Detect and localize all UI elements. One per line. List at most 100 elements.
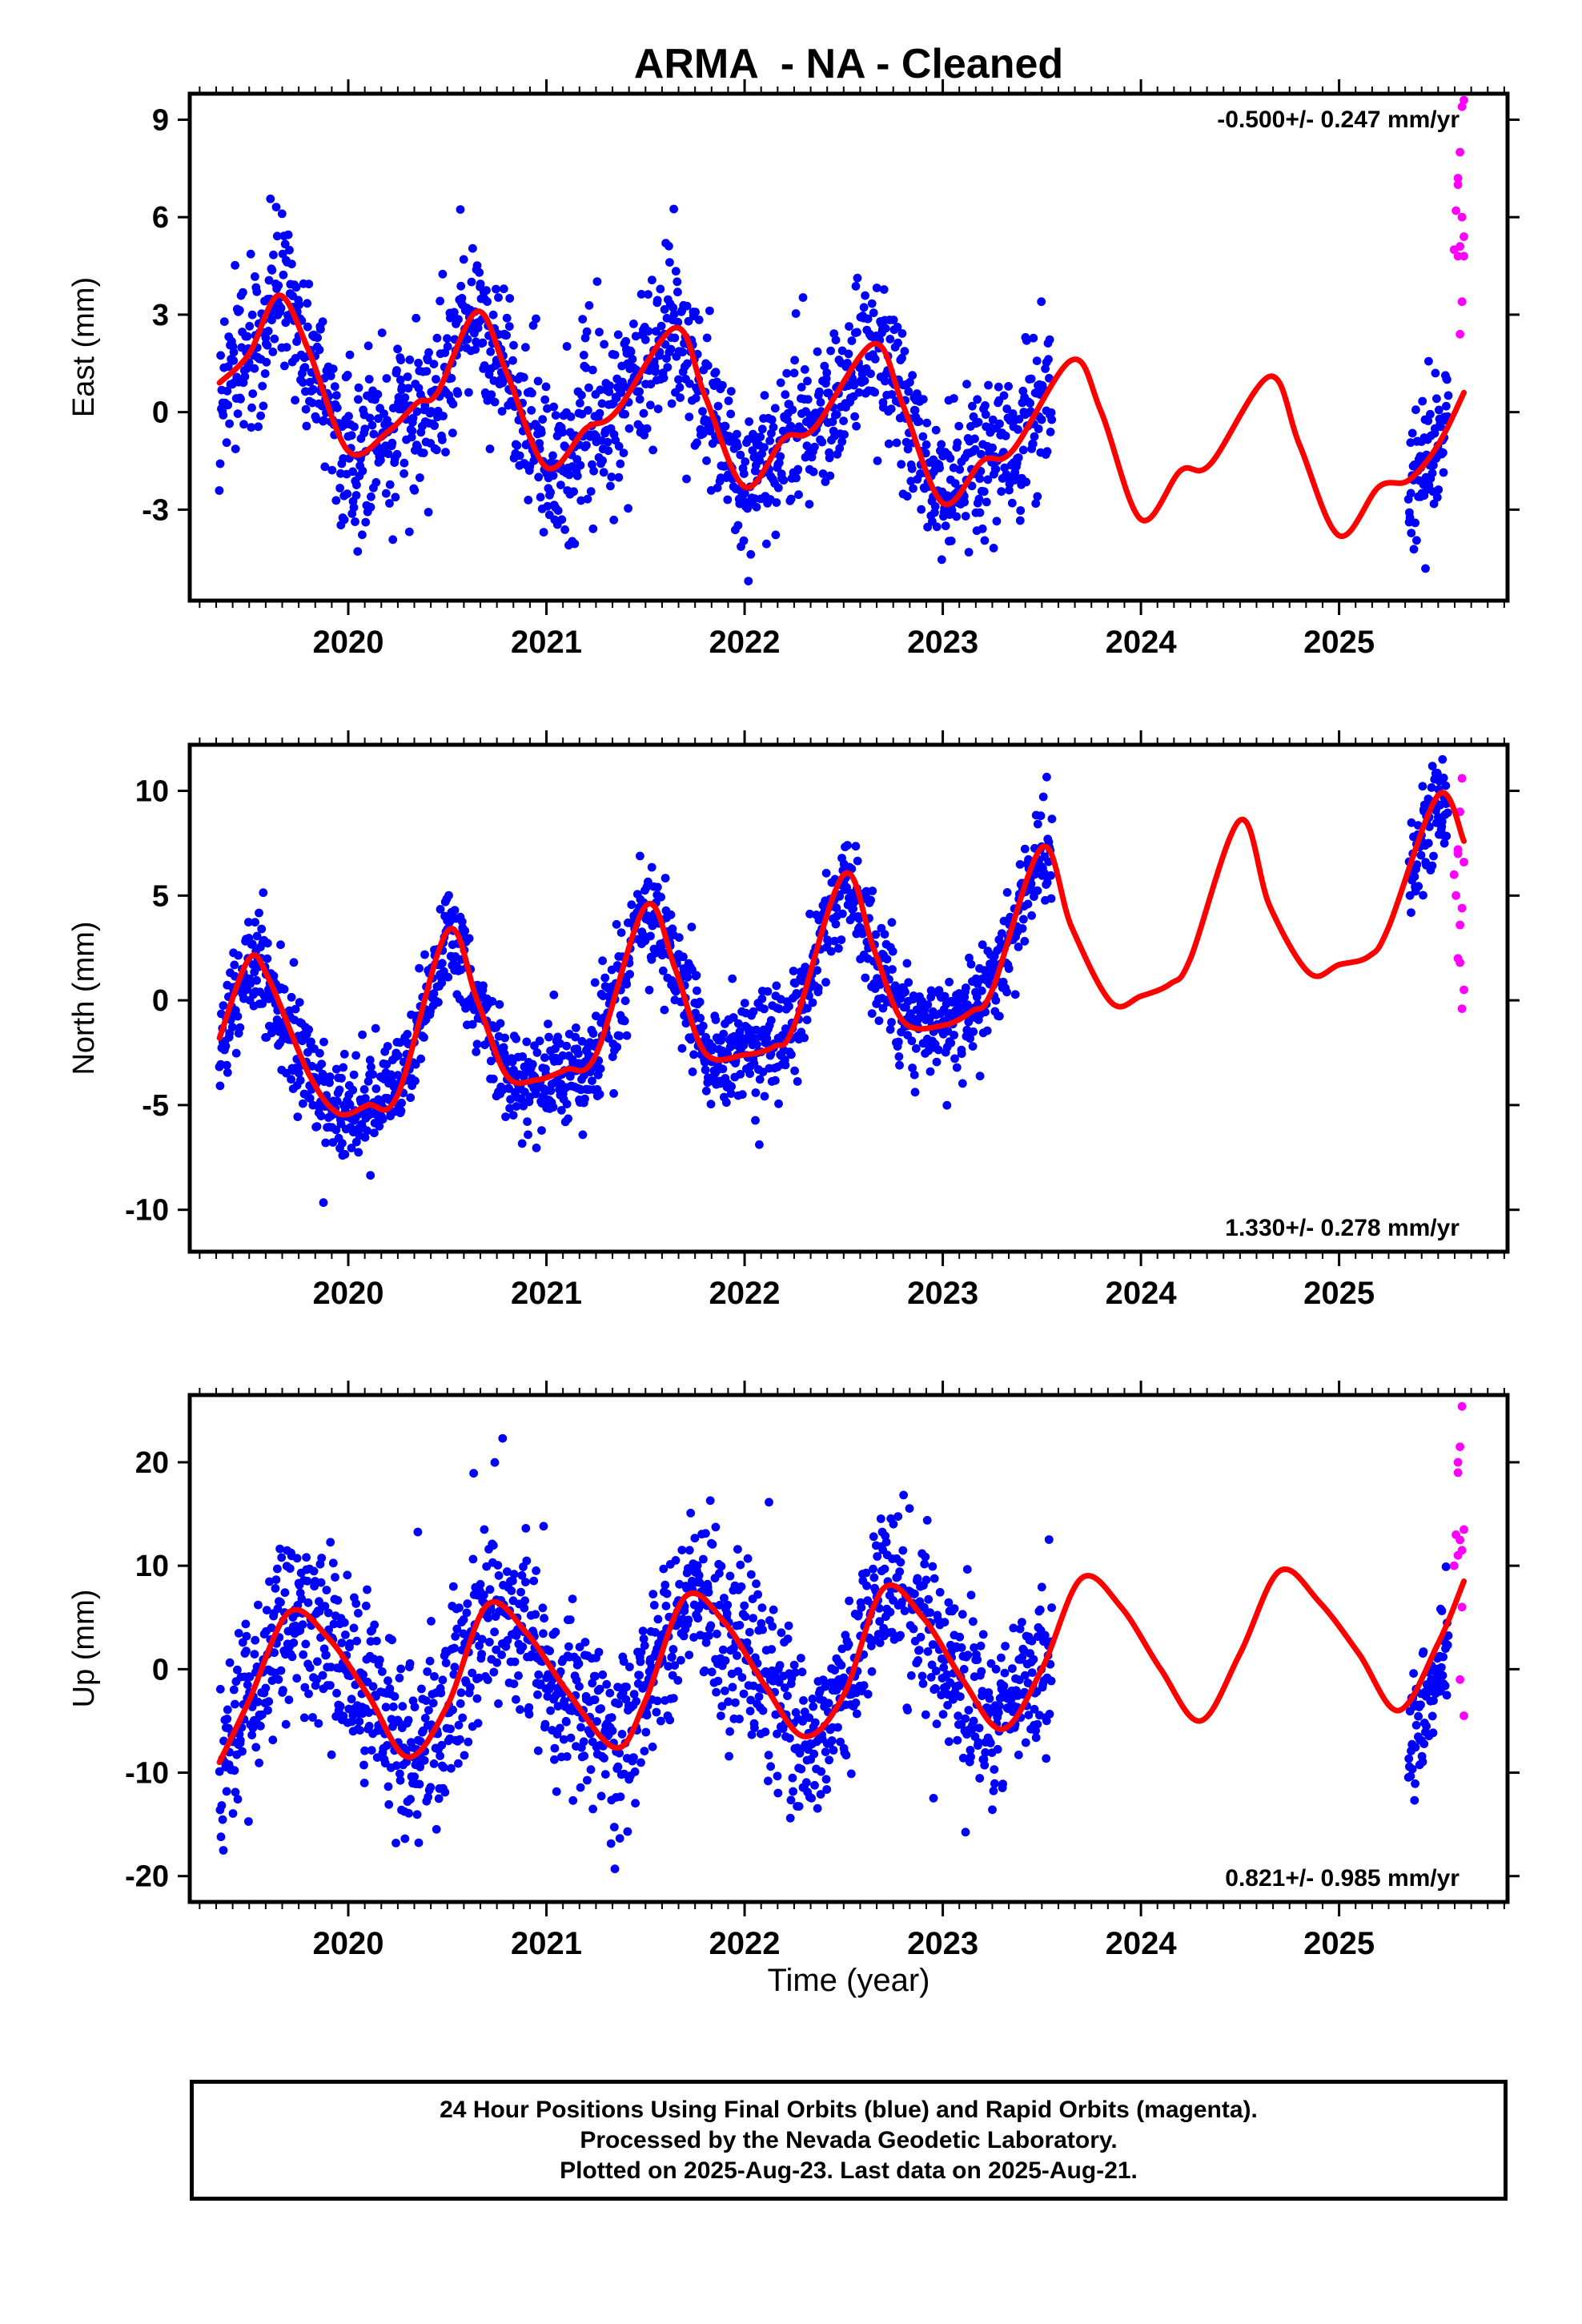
final-point	[333, 1596, 343, 1605]
final-point	[588, 1029, 598, 1038]
final-point	[532, 1089, 540, 1099]
final-point	[472, 1047, 481, 1056]
final-point	[745, 1069, 754, 1079]
final-point	[787, 1050, 796, 1059]
final-point	[943, 1700, 952, 1710]
final-point	[351, 491, 361, 500]
final-point	[316, 324, 325, 334]
final-point	[347, 1144, 356, 1152]
final-point	[665, 1715, 675, 1725]
final-point	[540, 395, 550, 404]
final-point	[377, 449, 387, 459]
final-point	[538, 415, 548, 424]
final-point	[711, 1522, 721, 1532]
final-point	[364, 375, 374, 384]
final-point	[426, 1783, 436, 1792]
final-point	[953, 438, 962, 448]
final-point	[809, 1749, 819, 1759]
final-point	[733, 1651, 741, 1660]
final-point	[505, 294, 515, 303]
final-point	[741, 457, 750, 466]
final-point	[363, 1076, 373, 1086]
final-point	[690, 1534, 700, 1543]
final-point	[452, 1624, 462, 1634]
final-point	[651, 1628, 660, 1637]
final-point	[457, 294, 467, 303]
final-point	[533, 1746, 543, 1755]
final-point	[325, 1072, 335, 1081]
final-point	[254, 422, 263, 432]
final-point	[351, 1599, 361, 1608]
model-curve	[216, 292, 1467, 540]
final-point	[397, 1098, 406, 1108]
final-point	[889, 1519, 898, 1529]
final-point	[595, 1684, 604, 1694]
final-point	[566, 1733, 576, 1743]
final-point	[970, 444, 980, 454]
final-point	[957, 1049, 966, 1059]
final-point	[415, 963, 424, 973]
final-point	[244, 918, 253, 927]
x-tick-label: 2022	[709, 1276, 781, 1311]
final-point	[723, 1600, 733, 1610]
final-point	[512, 1102, 521, 1111]
final-point	[844, 1639, 853, 1649]
final-point	[410, 485, 420, 495]
final-point	[693, 438, 701, 448]
final-point	[556, 1723, 564, 1733]
final-point	[905, 1504, 914, 1513]
final-point	[669, 303, 678, 312]
final-point	[1439, 468, 1448, 477]
final-point	[596, 1791, 606, 1801]
final-point	[468, 1554, 478, 1564]
final-point	[595, 328, 604, 337]
final-point	[934, 1045, 943, 1055]
final-point	[385, 499, 394, 508]
final-point	[448, 1705, 457, 1715]
rapid-point	[1457, 212, 1467, 222]
final-point	[287, 992, 296, 1002]
final-point	[629, 1690, 639, 1699]
final-point	[921, 1575, 931, 1585]
final-point	[926, 1608, 935, 1617]
final-point	[776, 378, 785, 388]
final-point	[648, 275, 656, 285]
final-point	[285, 245, 294, 255]
final-point	[233, 409, 243, 418]
final-point	[495, 999, 504, 1009]
final-point	[917, 1671, 927, 1681]
final-point	[887, 390, 897, 399]
final-point	[726, 1089, 736, 1098]
final-point	[733, 429, 741, 439]
final-point	[755, 1140, 764, 1149]
final-point	[558, 1051, 568, 1060]
final-point	[885, 1607, 895, 1617]
final-point	[950, 1031, 958, 1039]
final-point	[813, 966, 821, 975]
final-point	[335, 484, 344, 493]
final-point	[590, 1695, 600, 1704]
final-point	[889, 316, 898, 324]
final-point	[892, 438, 901, 448]
final-point	[528, 388, 536, 398]
final-point	[382, 1059, 391, 1069]
final-point	[324, 1625, 333, 1634]
final-point	[239, 420, 248, 429]
final-point	[701, 1638, 711, 1647]
final-point	[574, 1059, 584, 1068]
final-point	[949, 1695, 958, 1704]
final-point	[444, 891, 453, 900]
final-point	[640, 430, 649, 440]
x-tick-label: 2020	[313, 625, 384, 660]
final-point	[255, 1759, 263, 1767]
final-point	[219, 1846, 228, 1855]
final-point	[887, 918, 897, 927]
final-point	[365, 413, 375, 423]
final-point	[492, 1658, 502, 1667]
final-point	[219, 317, 229, 326]
final-point	[1412, 860, 1422, 869]
final-point	[472, 1694, 482, 1703]
final-point	[363, 1585, 371, 1594]
final-point	[677, 1655, 685, 1665]
final-point	[753, 1040, 761, 1049]
